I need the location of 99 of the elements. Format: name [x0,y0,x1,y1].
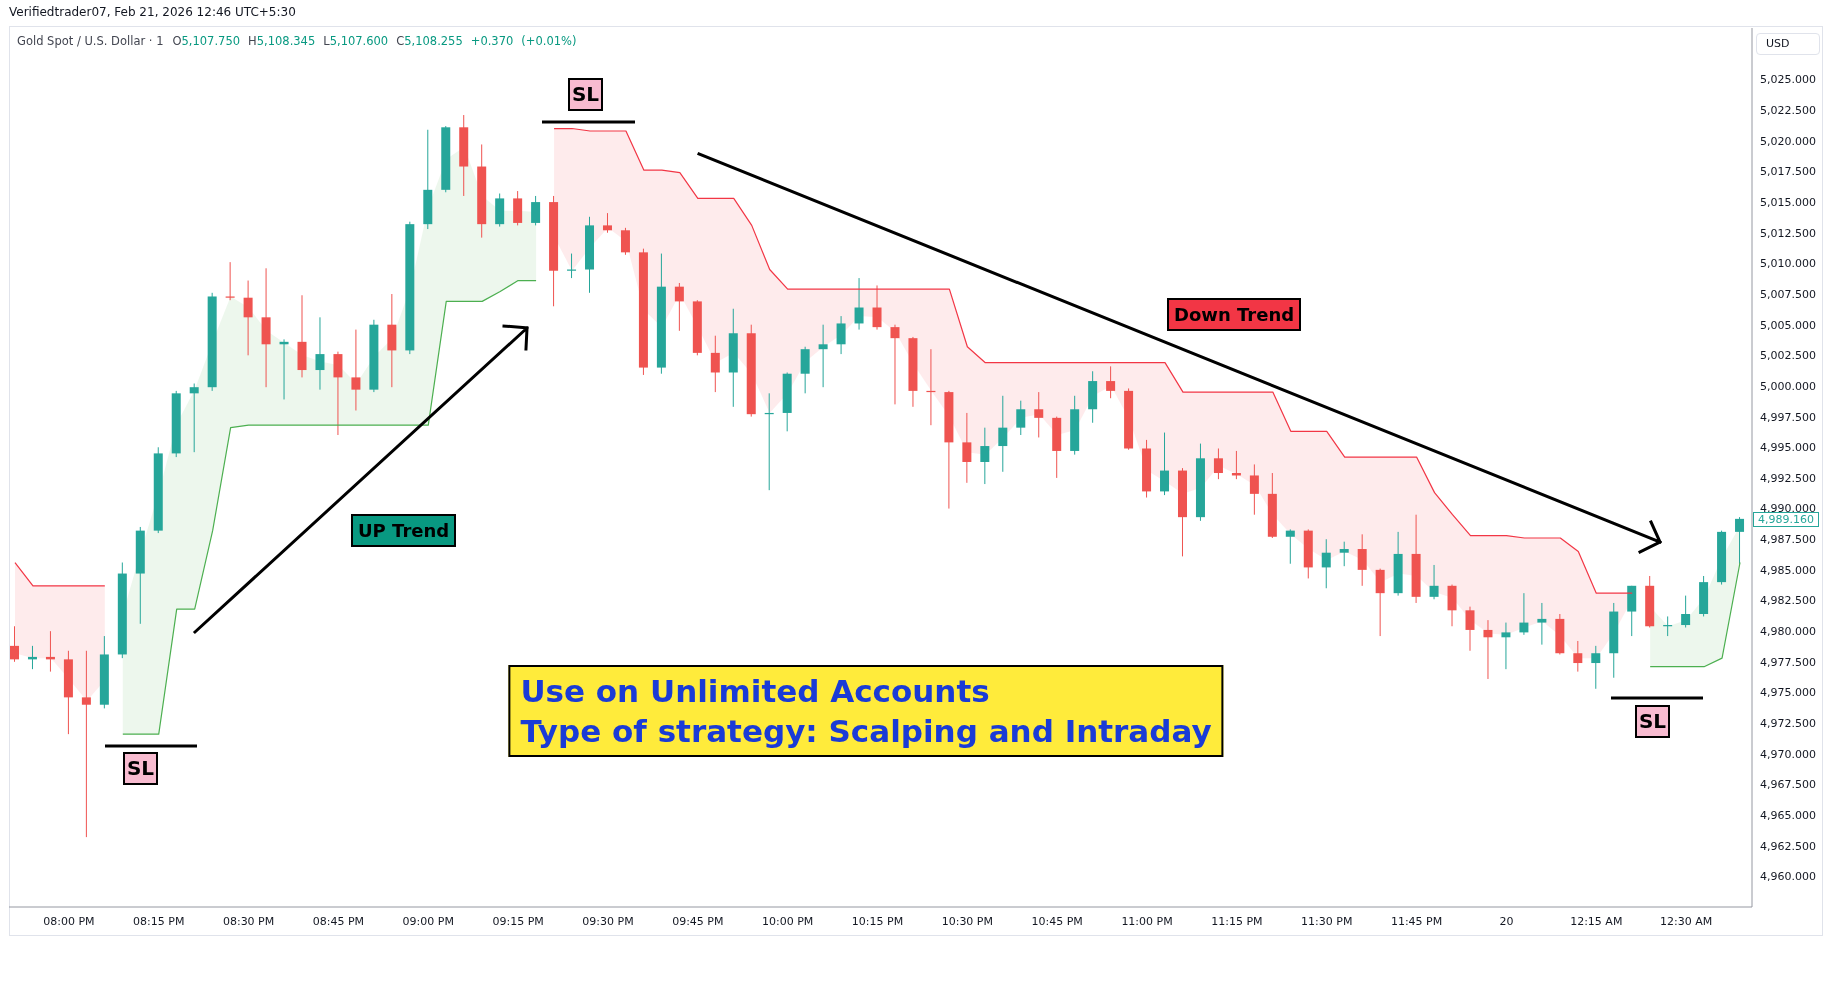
candlestick [836,315,846,355]
x-tick-label: 11:00 PM [1121,914,1173,928]
candlestick [1429,564,1439,600]
y-tick-label: 4,972.500 [1760,717,1816,731]
x-tick-label: 08:15 PM [133,914,185,928]
candlestick [243,280,253,356]
annotation: SL [1635,705,1670,738]
x-tick-label: 08:00 PM [43,914,95,928]
y-tick-label: 4,960.000 [1760,870,1816,884]
text: Gold Spot / U.S. Dollar · 1 [17,34,164,48]
candlestick [1016,400,1026,436]
y-tick-label: 4,997.500 [1760,410,1816,424]
candlestick [189,383,199,453]
x-tick-label: 09:00 PM [402,914,454,928]
x-tick-label: 11:45 PM [1390,914,1443,928]
y-tick-label: 4,995.000 [1760,441,1816,455]
x-tick-label: 12:15 AM [1570,914,1623,928]
y-tick-label: 4,970.000 [1760,747,1816,761]
candlestick [225,261,235,301]
candlestick [854,277,864,331]
annotation: SL [568,78,603,111]
y-tick-label: 4,987.500 [1760,533,1816,547]
y-tick-label: 5,000.000 [1760,379,1816,393]
y-tick-label: 5,005.000 [1760,318,1816,332]
x-tick-label: 09:30 PM [582,914,634,928]
x-tick-label: 20 [1499,914,1514,928]
x-tick-label: 12:30 AM [1660,914,1713,928]
candlestick [1357,533,1367,587]
y-tick-label: 4,977.500 [1760,655,1816,669]
y-tick-label: 5,012.500 [1760,226,1816,240]
candlestick [1106,365,1116,399]
y-tick-label: 5,025.000 [1760,73,1816,87]
candlestick [962,412,972,484]
annotation: SL [123,752,158,785]
x-tick-label: 11:30 PM [1301,914,1353,928]
annotation: Use on Unlimited Accounts [520,672,991,711]
candlestick [81,650,91,838]
y-tick-label: 4,975.000 [1760,686,1816,700]
x-tick-label: 10:45 PM [1031,914,1083,928]
y-tick-label: 5,007.500 [1760,287,1816,301]
candlestick [674,282,684,332]
candlestick [620,227,630,256]
candlestick [1321,538,1331,589]
y-tick-label: 5,022.500 [1760,104,1816,118]
candlestick [980,427,990,485]
x-tick-label: 10:30 PM [941,914,994,928]
x-tick-label: 08:45 PM [312,914,365,928]
candlestick [1339,541,1349,567]
y-tick-label: 5,017.500 [1760,165,1816,179]
chart-title: Verifiedtrader07, Feb 21, 2026 12:46 UTC+5:30 [9,5,296,19]
annotation: Down Trend [1167,298,1302,331]
candlestick [818,324,828,388]
candlestick [872,284,882,331]
x-tick-label: 11:15 PM [1211,914,1263,928]
candlestick [890,324,900,405]
candlestick [10,625,20,663]
annotation: Type of strategy: Scalping and Intraday [520,712,1212,751]
x-tick-label: 09:15 PM [492,914,544,928]
candlestick [1213,448,1223,480]
y-tick-label: 4,980.000 [1760,625,1816,639]
x-tick-label: 08:30 PM [222,914,275,928]
candlestick [1249,463,1259,516]
candlestick [1681,595,1691,628]
candlestick [1501,622,1511,670]
y-tick-label: 5,020.000 [1760,134,1816,148]
y-tick-label: 4,967.500 [1760,778,1816,792]
text: O5,107.750 H5,108.345 L5,107.600 C5,108.255 +0.370 (+0.01%) [172,34,577,48]
candlestick [1519,592,1529,636]
annotation: UP Trend [351,514,457,547]
candlestick [710,335,720,393]
candlestick [1375,568,1385,637]
candlestick [602,212,612,234]
x-tick-label: 10:00 PM [762,914,814,928]
y-tick-label: 5,002.500 [1760,349,1816,363]
y-tick-label: 4,982.500 [1760,594,1816,608]
candlestick [531,195,541,226]
candlestick [1285,528,1295,565]
y-axis-title: USD [1756,33,1820,55]
y-tick-label: 4,985.000 [1760,563,1816,577]
y-tick-label: 4,992.500 [1760,471,1816,485]
text: 4,989.160 [1753,511,1819,527]
candlestick [1465,606,1475,652]
candlestick [333,351,343,436]
candlestick [1735,516,1745,565]
candlestick [1591,645,1601,690]
candlestick [1573,640,1583,673]
x-tick-label: 09:45 PM [672,914,724,928]
candlestick [998,395,1008,473]
candlestick [351,329,361,411]
y-tick-label: 4,962.500 [1760,839,1816,853]
candlestick [1483,619,1493,680]
candlestick [1160,432,1170,496]
y-tick-label: 5,015.000 [1760,195,1816,209]
candlestick [315,316,325,391]
candlestick [1034,391,1044,438]
candlestick [1537,602,1547,646]
x-tick-label: 10:15 PM [851,914,904,928]
y-tick-label: 4,965.000 [1760,808,1816,822]
y-tick-label: 5,010.000 [1760,257,1816,271]
